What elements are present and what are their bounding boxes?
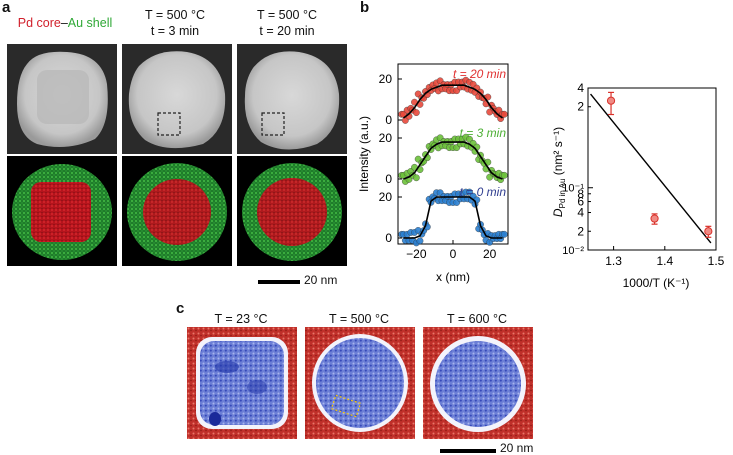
profile-fit-line — [403, 84, 503, 119]
panel-label-c: c — [176, 300, 185, 317]
map-feature-2 — [247, 380, 267, 394]
particle-image-2 — [128, 51, 226, 149]
profile-xtick-label: 0 — [450, 247, 457, 261]
map-feature-1 — [215, 361, 239, 373]
arrhenius-ylabel-main: D — [551, 208, 565, 217]
profile-point — [412, 174, 420, 182]
profile-trace-label: t = 20 min — [453, 67, 506, 81]
panel-label-b: b — [360, 0, 370, 16]
map-core-1 — [200, 341, 284, 425]
roi-box-c2 — [330, 394, 362, 418]
edx-core-2 — [143, 179, 211, 245]
header-c3: T = 600 °C — [446, 312, 507, 326]
arrhenius-ytick-label: 6 — [577, 195, 584, 209]
arrhenius-ytick-label: 4 — [577, 81, 584, 95]
profile-ytick-label: 20 — [379, 131, 393, 145]
profile-trace-label: t = 0 min — [460, 185, 507, 199]
profile-xtick-label: −20 — [406, 247, 427, 261]
profile-ytick-label: 0 — [385, 231, 392, 245]
profile-ylabel: Intensity (a.u.) — [357, 116, 371, 192]
particle-image-3 — [244, 51, 340, 150]
header-col2-time: t = 3 min — [150, 24, 200, 38]
arrhenius-axes-frame — [587, 87, 717, 251]
roi-box-3 — [261, 112, 285, 136]
arrhenius-xtick-label: 1.5 — [708, 254, 725, 268]
arrhenius-point — [704, 227, 713, 236]
arrhenius-fit-line — [590, 93, 712, 244]
header-col3-time: t = 20 min — [259, 24, 315, 38]
header-core-text: Pd core — [17, 16, 61, 30]
arrhenius-ylabel-unit: (nm² s⁻¹) — [551, 127, 565, 179]
arrhenius-ytick-label: 2 — [577, 100, 584, 114]
edx-core-1 — [31, 182, 91, 242]
arrhenius-ylabel-sub: Pd in Au — [558, 179, 567, 209]
header-c2: T = 500 °C — [328, 312, 389, 326]
header-dash: – — [60, 16, 68, 30]
arrhenius-xtick-label: 1.4 — [656, 254, 673, 268]
profile-xtick-label: 20 — [483, 247, 497, 261]
profile-chart: 0 20 0 20 0 20 −20 0 20 x (nm) Intensity (a.u.) t =… — [357, 63, 509, 284]
arrhenius-ytick-label: 2 — [577, 224, 584, 238]
roi-box-2 — [157, 112, 181, 136]
profile-fit-line — [403, 141, 503, 180]
panel-a-micrographs — [7, 44, 347, 266]
scale-bar-c — [440, 449, 496, 453]
scale-bar-a-label: 20 nm — [304, 273, 338, 287]
arrhenius-ytick-label: 10⁻¹ — [562, 183, 584, 195]
header-col2-temp: T = 500 °C — [144, 8, 205, 22]
arrhenius-ytick-label: 8 — [577, 187, 584, 201]
arrhenius-ytick-label: 10⁻² — [562, 245, 584, 257]
map-core-3 — [435, 341, 521, 427]
map-core-2 — [316, 338, 404, 428]
scale-bar-a — [258, 280, 300, 284]
profile-ytick-label: 0 — [385, 172, 392, 186]
profile-xlabel: x (nm) — [436, 270, 470, 284]
header-col2: T = 500 °C t = 3 min — [120, 7, 230, 39]
profile-point — [500, 171, 508, 179]
arrhenius-ytick-label: 4 — [577, 206, 584, 220]
profile-ytick-label: 20 — [379, 190, 393, 204]
arrhenius-xtick-label: 1.3 — [605, 254, 622, 268]
arrhenius-point — [650, 214, 659, 223]
header-col3: T = 500 °C t = 20 min — [232, 7, 342, 39]
edx-core-3 — [257, 178, 327, 246]
header-shell-text: Au shell — [67, 16, 113, 30]
panel-c-maps — [187, 327, 533, 439]
profile-point — [500, 230, 508, 238]
profile-trace-label: t = 3 min — [460, 126, 507, 140]
panel-label-a: a — [2, 0, 11, 16]
profile-ytick-label: 0 — [385, 113, 392, 127]
header-pd-au: Pd core–Au shell — [10, 15, 120, 31]
arrhenius-ylabel: DPd in Au (nm² s⁻¹) — [551, 127, 567, 217]
arrhenius-point — [606, 96, 616, 105]
header-c1: T = 23 °C — [214, 312, 268, 326]
arrhenius-xlabel: 1000/T (K⁻¹) — [623, 276, 690, 290]
profile-ytick-label: 20 — [379, 72, 393, 86]
profile-point — [500, 110, 508, 118]
profile-fit-line — [403, 196, 503, 239]
header-col3-temp: T = 500 °C — [256, 8, 317, 22]
particle-core-1 — [37, 70, 89, 124]
profile-point — [416, 237, 424, 245]
map-feature-3 — [209, 412, 221, 426]
scale-bar-c-label: 20 nm — [500, 441, 534, 455]
profile-point — [412, 109, 420, 117]
